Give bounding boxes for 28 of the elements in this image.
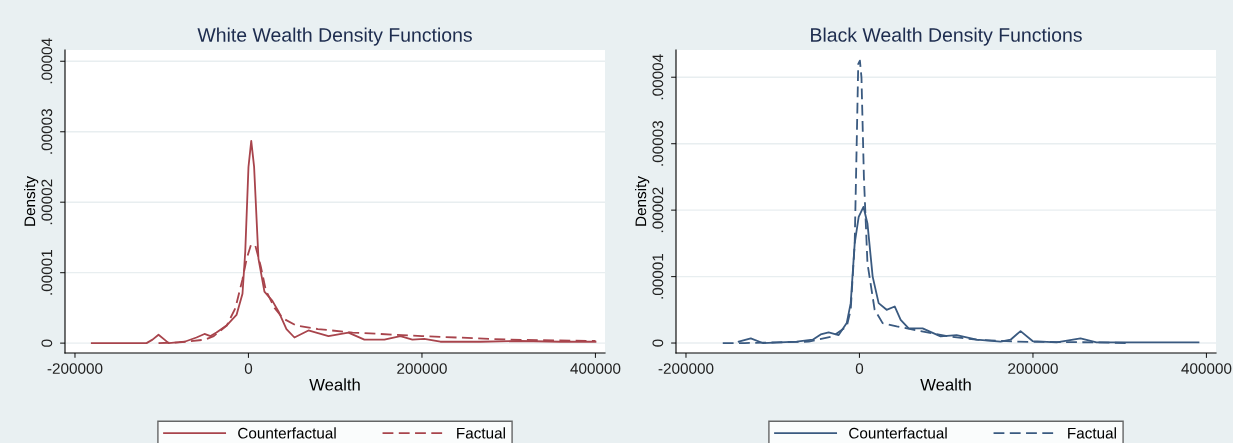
x-tick-label: 0 [244,363,253,374]
legend-label: Factual [457,427,505,439]
x-tick-label: -200000 [47,363,103,374]
y-tick-label: 0 [41,339,53,347]
x-tick-label: 0 [855,363,864,374]
x-axis-title: Wealth [920,378,971,391]
x-tick-label: 400000 [1181,363,1232,374]
y-tick-label: .00004 [652,54,664,100]
y-tick-label: .00001 [652,253,664,299]
y-tick-label: .00003 [652,121,664,166]
y-tick-label: 0 [652,339,664,347]
y-tick-label: .00001 [41,250,53,295]
y-tick-label: .00002 [41,179,53,225]
x-tick-label: -200000 [658,363,714,374]
y-tick-label: .00002 [652,187,664,233]
y-axis-title: Density [635,176,650,226]
legend-label: Counterfactual [849,427,947,439]
y-tick-label: .00004 [41,38,53,84]
y-axis-title: Density [24,176,39,226]
x-tick-label: 200000 [1008,363,1058,374]
legend-label: Factual [1068,427,1116,439]
x-tick-label: 200000 [397,363,447,374]
x-axis-title: Wealth [309,378,360,391]
x-tick-label: 400000 [570,363,621,374]
chart-title: White Wealth Density Functions [197,27,472,46]
chart-title: Black Wealth Density Functions [811,27,1082,46]
legend-label: Counterfactual [238,427,336,439]
y-tick-label: .00003 [41,109,53,154]
